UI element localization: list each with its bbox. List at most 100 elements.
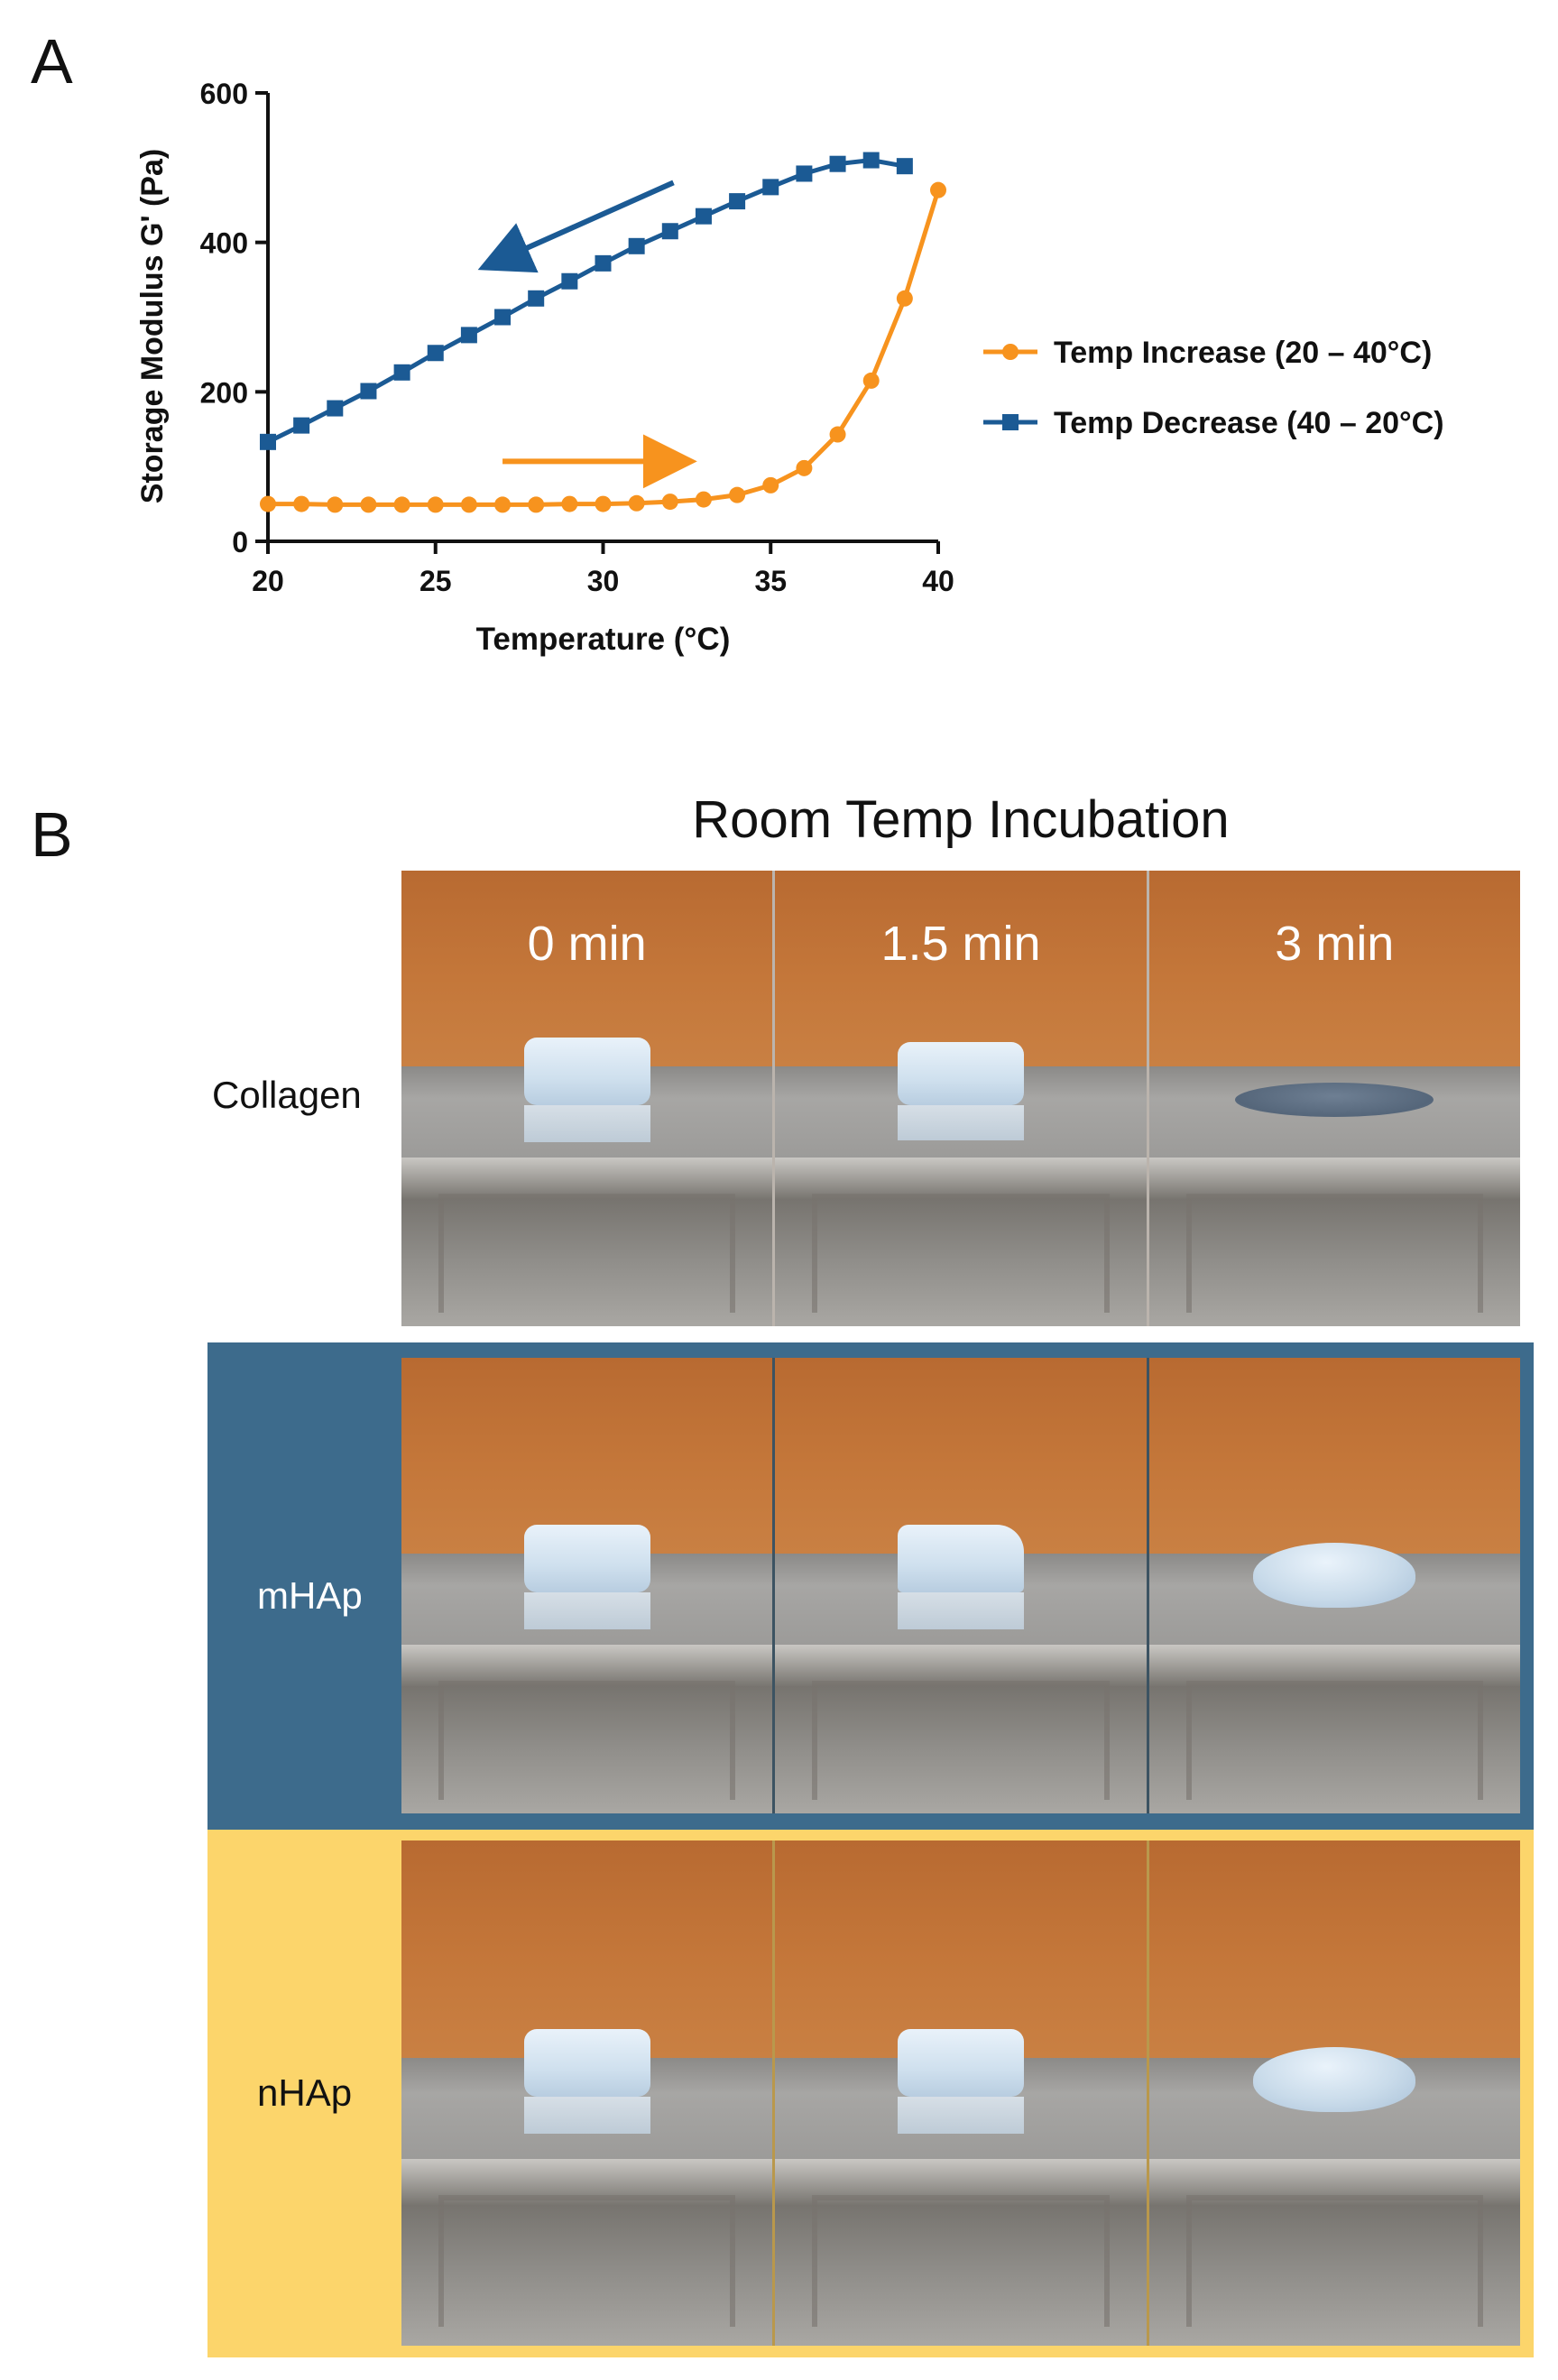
data-point-increase	[561, 495, 578, 512]
device-frame	[1185, 1681, 1483, 1800]
data-point-increase	[829, 426, 846, 443]
series	[260, 152, 946, 513]
background-wall	[775, 871, 1147, 1066]
background-wall	[1148, 1358, 1520, 1554]
row-label: Collagen	[212, 1074, 362, 1116]
data-point-decrease	[393, 364, 410, 381]
gel-puddle	[1235, 1083, 1434, 1117]
data-point-increase	[393, 496, 410, 513]
decrease-direction-arrow	[477, 180, 675, 273]
data-point-increase	[293, 495, 310, 512]
device-base	[1148, 1645, 1520, 1813]
data-point-increase	[930, 181, 946, 198]
device-base	[401, 1645, 773, 1813]
device-base	[1148, 1158, 1520, 1326]
data-point-increase	[762, 476, 779, 494]
data-point-decrease	[628, 237, 645, 254]
gel-sample	[523, 1525, 650, 1592]
photo-cell	[1148, 1358, 1520, 1813]
device-frame	[438, 1681, 736, 1800]
background-wall	[1148, 1840, 1520, 2058]
device-frame	[1185, 1194, 1483, 1313]
device-frame	[1185, 2195, 1483, 2327]
background-wall	[401, 871, 773, 1066]
y-tick-label: 400	[200, 227, 248, 260]
data-point-increase	[360, 496, 377, 513]
data-point-decrease	[561, 272, 578, 290]
photo-cell: 0 min	[401, 871, 776, 1326]
data-point-decrease	[327, 400, 344, 417]
row-label: mHAp	[257, 1574, 363, 1617]
gel-reflection	[523, 1592, 650, 1629]
gel-sample	[523, 2029, 650, 2097]
background-wall	[401, 1358, 773, 1554]
gel-dome	[1253, 1543, 1416, 1608]
photo-cell: 1.5 min	[775, 871, 1149, 1326]
x-tick-label: 20	[252, 565, 284, 597]
data-point-increase	[661, 494, 678, 511]
x-tick-label: 25	[419, 565, 452, 597]
device-frame	[438, 1194, 736, 1313]
data-point-decrease	[293, 417, 310, 434]
gel-reflection	[523, 1105, 650, 1142]
time-label: 1.5 min	[880, 917, 1041, 971]
data-point-increase	[427, 496, 444, 513]
data-point-decrease	[260, 433, 276, 450]
device-frame	[812, 2195, 1110, 2327]
photo-cell	[1148, 1840, 1520, 2346]
data-point-decrease	[695, 208, 712, 225]
photo-row	[401, 1358, 1520, 1813]
background-wall	[775, 1358, 1147, 1554]
photo-panel-title: Room Temp Incubation	[692, 790, 1230, 849]
data-point-decrease	[729, 193, 746, 210]
gel-sample	[523, 1038, 650, 1105]
storage-modulus-chart: 0 200 400 600 20 25 30 35 40 Temperature (°C) Stor…	[135, 78, 1444, 657]
data-point-increase	[695, 491, 712, 508]
background-wall	[1148, 871, 1520, 1066]
x-tick-label: 35	[754, 565, 787, 597]
device-base	[775, 1645, 1147, 1813]
legend-marker-1	[1002, 414, 1019, 430]
data-point-increase	[628, 494, 645, 512]
data-point-increase	[729, 486, 746, 503]
data-point-increase	[260, 495, 276, 512]
data-point-decrease	[595, 254, 612, 272]
device-base	[1148, 2159, 1520, 2346]
gel-dome	[1253, 2047, 1416, 2112]
data-point-increase	[896, 290, 913, 307]
device-base	[401, 1158, 773, 1326]
row-label: nHAp	[257, 2071, 353, 2114]
data-point-increase	[494, 496, 512, 513]
legend: Temp Increase (20 – 40°C) Temp Decrease (…	[983, 336, 1444, 440]
photo-row: 0 min 1.5 min 3 min	[401, 871, 1520, 1326]
data-point-decrease	[528, 290, 545, 307]
series-line-0	[268, 189, 941, 507]
annotations	[477, 180, 697, 489]
data-point-increase	[595, 495, 612, 512]
data-point-decrease	[796, 165, 813, 182]
data-point-increase	[327, 496, 344, 513]
y-axis-label: Storage Modulus G' (Pa)	[135, 149, 170, 503]
device-base	[401, 2159, 773, 2346]
legend-marker-0	[1002, 344, 1019, 360]
y-tick-label: 0	[232, 526, 248, 558]
photo-cell	[775, 1358, 1149, 1813]
gel-sample	[897, 2029, 1024, 2097]
gel-reflection	[897, 1592, 1024, 1629]
data-point-increase	[796, 459, 813, 476]
gel-reflection	[523, 2097, 650, 2134]
data-point-decrease	[661, 223, 678, 240]
data-point-decrease	[494, 309, 512, 326]
gel-reflection	[897, 1105, 1024, 1140]
axes: 0 200 400 600 20 25 30 35 40 Temperature (°C) Stor…	[135, 78, 954, 657]
background-wall	[401, 1840, 773, 2058]
data-point-decrease	[829, 155, 846, 172]
x-tick-label: 30	[587, 565, 620, 597]
x-axis-label: Temperature (°C)	[476, 622, 731, 657]
legend-label-1: Temp Decrease (40 – 20°C)	[1054, 406, 1444, 440]
x-tick-label: 40	[922, 565, 954, 597]
photo-cell	[401, 1840, 776, 2346]
background-wall	[775, 1840, 1147, 2058]
panel-a-letter: A	[31, 26, 73, 97]
data-point-decrease	[427, 345, 444, 362]
